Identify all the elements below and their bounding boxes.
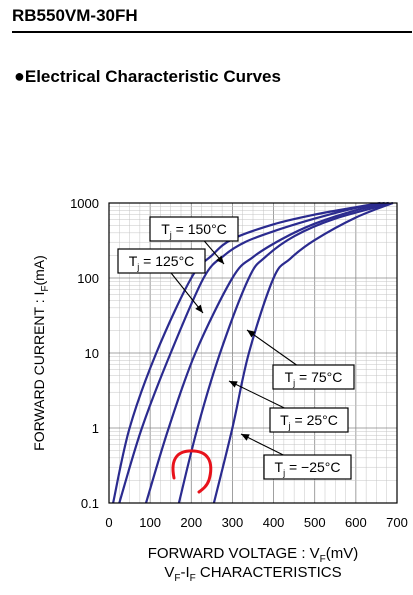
series-line — [177, 201, 394, 504]
y-tick-label: 0.1 — [81, 496, 99, 511]
x-tick-label: 400 — [263, 515, 285, 530]
y-axis-label: FORWARD CURRENT : IF(mA) — [31, 255, 51, 451]
callout-box — [263, 454, 352, 480]
bullet-icon: ● — [14, 66, 25, 86]
series-callout: Tj = −25°C — [240, 433, 352, 480]
series-callout: Tj = 75°C — [246, 329, 355, 390]
chart-series — [112, 201, 394, 504]
x-tick-labels: 0 100 200 300 400 500 600 700 — [105, 515, 407, 530]
callout-box — [272, 364, 355, 390]
x-tick-label: 200 — [180, 515, 202, 530]
callout-arrow-line — [228, 380, 285, 409]
arrowhead-icon — [216, 255, 224, 264]
callout-box — [117, 248, 206, 274]
x-tick-label: 0 — [105, 515, 112, 530]
section-title-text: Electrical Characteristic Curves — [24, 67, 281, 86]
series-line — [144, 201, 390, 504]
chart-title: VF-IF CHARACTERISTICS — [164, 564, 341, 584]
series-callout: Tj = 25°C — [228, 380, 349, 433]
series-label: Tj = 125°C — [129, 253, 195, 272]
section-title: ●Electrical Characteristic Curves — [14, 66, 281, 87]
chart-grid — [108, 203, 398, 504]
series-label: Tj = 75°C — [285, 369, 343, 388]
x-tick-label: 500 — [304, 515, 326, 530]
arrowhead-icon — [241, 434, 250, 441]
red-hand-mark — [171, 449, 213, 494]
series-line — [112, 201, 381, 504]
series-line — [118, 201, 385, 504]
arrowhead-icon — [247, 330, 256, 338]
series-callout: Tj = 150°C — [149, 216, 239, 265]
x-tick-label: 700 — [386, 515, 408, 530]
callout-box — [149, 216, 239, 242]
arrowhead-icon — [229, 381, 238, 388]
plot-frame — [108, 202, 398, 504]
callout-arrow-line — [170, 272, 204, 314]
series-label: Tj = −25°C — [275, 459, 341, 478]
series-callouts: Tj = 150°C Tj = 125°C Tj = 75°C Tj = 25°C Tj… — [117, 216, 355, 480]
header-rule — [12, 31, 412, 33]
arrowhead-icon — [195, 304, 203, 313]
y-tick-label: 1 — [92, 421, 99, 436]
series-callout: Tj = 125°C — [117, 248, 206, 314]
callout-box — [269, 407, 349, 433]
part-number: RB550VM-30FH — [12, 6, 138, 25]
y-tick-labels: 0.1 1 10 100 1000 — [70, 196, 99, 511]
y-tick-label: 100 — [77, 271, 99, 286]
series-label: Tj = 150°C — [161, 221, 227, 240]
series-label: Tj = 25°C — [280, 412, 338, 431]
y-tick-label: 10 — [85, 346, 99, 361]
callout-arrow-line — [246, 329, 297, 366]
x-tick-label: 600 — [345, 515, 367, 530]
x-axis-label: FORWARD VOLTAGE : VF(mV) — [148, 545, 359, 565]
y-tick-label: 1000 — [70, 196, 99, 211]
x-tick-label: 100 — [139, 515, 161, 530]
series-line — [212, 201, 394, 504]
x-tick-label: 300 — [222, 515, 244, 530]
